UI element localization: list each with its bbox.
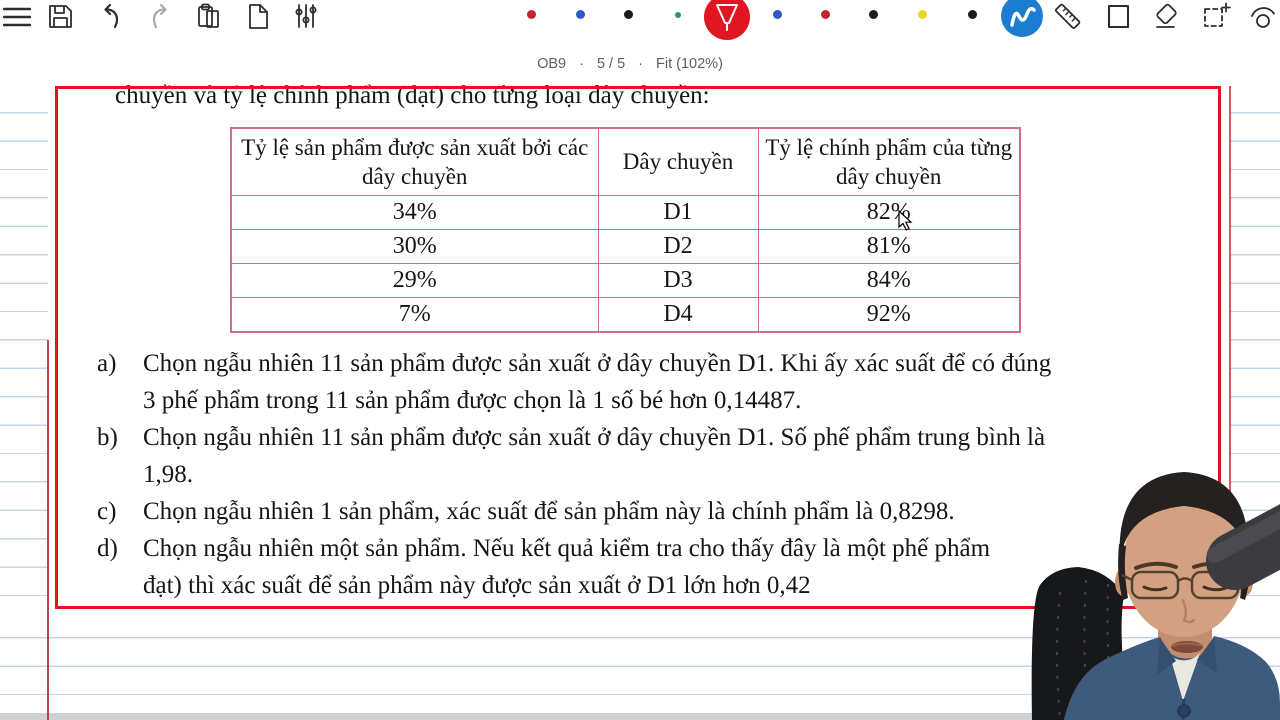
separator-dot: · [638, 56, 644, 72]
item-text: Chọn ngẫu nhiên 1 sản phẩm, xác suất để … [143, 498, 955, 525]
item-text: Chọn ngẫu nhiên 11 sản phẩm được sản xuấ… [143, 350, 1052, 377]
ruled-lines-left-margin [0, 85, 48, 610]
color-dot-red[interactable] [527, 10, 536, 19]
menu-icon[interactable] [2, 2, 32, 32]
table-header-cell: Tỷ lệ sản phẩm được sản xuất bởi các dây… [230, 127, 599, 196]
eraser-icon[interactable] [1152, 2, 1182, 32]
lens-icon[interactable] [1250, 2, 1280, 32]
pen-tool[interactable] [704, 0, 750, 40]
table-cell: 34% [230, 195, 599, 230]
color-dot-red2[interactable] [821, 10, 830, 19]
table-header-row: Tỷ lệ sản phẩm được sản xuất bởi các dây… [230, 127, 1021, 196]
filters-icon[interactable] [292, 2, 322, 32]
table-cell: D3 [597, 263, 759, 298]
problem-line: 3 phế phẩm trong 11 sản phẩm được chọn l… [97, 382, 1237, 419]
table-cell: 7% [230, 297, 599, 333]
item-text: 1,98. [143, 461, 193, 488]
zoom-level[interactable]: Fit (102%) [656, 56, 723, 72]
probability-table: Tỷ lệ sản phẩm được sản xuất bởi các dây… [230, 127, 1021, 333]
table-cell: 29% [230, 263, 599, 298]
microphone [1205, 493, 1280, 590]
color-dot-black2[interactable] [869, 10, 878, 19]
status-bar: OB9 · 5 / 5 · Fit (102%) [0, 54, 1260, 74]
rectangle-icon[interactable] [1104, 2, 1134, 32]
item-label: c) [97, 498, 117, 525]
color-dot-black[interactable] [624, 10, 633, 19]
table-cell: 92% [757, 297, 1021, 333]
ruler-icon[interactable] [1054, 2, 1084, 32]
item-text: 3 phế phẩm trong 11 sản phẩm được chọn l… [143, 387, 802, 414]
top-toolbar [0, 0, 1280, 44]
shirt [1064, 636, 1280, 720]
table-row: 7% D4 92% [230, 297, 1021, 333]
problem-items: a) Chọn ngẫu nhiên 11 sản phẩm được sản … [97, 345, 1237, 604]
table-cell: D1 [597, 195, 759, 230]
problem-line: b) Chọn ngẫu nhiên 11 sản phẩm được sản … [97, 419, 1237, 456]
table-cell: 82% [757, 195, 1021, 230]
separator-dot: · [579, 56, 584, 72]
save-icon[interactable] [46, 2, 76, 32]
table-row: 29% D3 84% [230, 263, 1021, 298]
item-label: a) [97, 350, 117, 377]
item-text: đạt) thì xác suất để sản phẩm này được s… [143, 572, 811, 599]
page-indicator[interactable]: 5 / 5 [596, 56, 626, 72]
webcam-presenter [1031, 472, 1280, 720]
table-header-cell: Tỷ lệ chính phẩm của từng dây chuyền [757, 127, 1021, 196]
color-dot-yellow[interactable] [918, 10, 927, 19]
table-cell: 30% [230, 229, 599, 264]
problem-line: d) Chọn ngẫu nhiên một sản phẩm. Nếu kết… [97, 530, 1237, 567]
table-cell: D2 [597, 229, 759, 264]
item-text: Chọn ngẫu nhiên một sản phẩm. Nếu kết qu… [143, 535, 991, 562]
paste-icon[interactable] [196, 2, 226, 32]
undo-icon[interactable] [96, 2, 126, 32]
table-cell: D4 [597, 297, 759, 333]
item-text: Chọn ngẫu nhiên 11 sản phẩm được sản xuấ… [143, 424, 1046, 451]
item-label [97, 456, 143, 493]
table-header-cell: Dây chuyền [597, 127, 759, 196]
item-label [97, 382, 143, 419]
document-name: OB9 [537, 56, 567, 72]
new-page-icon[interactable] [244, 2, 274, 32]
problem-line: đạt) thì xác suất để sản phẩm này được s… [97, 567, 1237, 604]
color-dot-blue[interactable] [576, 10, 585, 19]
hair [1119, 472, 1249, 564]
color-dot-blue2[interactable] [773, 10, 782, 19]
table-row: 30% D2 81% [230, 229, 1021, 264]
item-label: d) [97, 535, 118, 562]
table-cell: 84% [757, 263, 1021, 298]
color-dot-black3[interactable] [968, 10, 977, 19]
scribble-tool[interactable] [1001, 0, 1043, 37]
select-icon[interactable] [1202, 2, 1232, 32]
problem-line: a) Chọn ngẫu nhiên 11 sản phẩm được sản … [97, 345, 1237, 382]
item-label: b) [97, 424, 118, 451]
redo-icon[interactable] [146, 2, 176, 32]
problem-line: 1,98. [97, 456, 1237, 493]
color-dot-green[interactable] [675, 12, 681, 18]
table-cell: 81% [757, 229, 1021, 264]
problem-line: c) Chọn ngẫu nhiên 1 sản phẩm, xác suất … [97, 493, 1237, 530]
problem-heading: chuyền và tỷ lệ chính phẩm (đạt) cho từn… [115, 82, 710, 109]
item-label [97, 567, 143, 604]
page-edge-strip [0, 713, 1280, 720]
table-row: 34% D1 82% [230, 195, 1021, 230]
